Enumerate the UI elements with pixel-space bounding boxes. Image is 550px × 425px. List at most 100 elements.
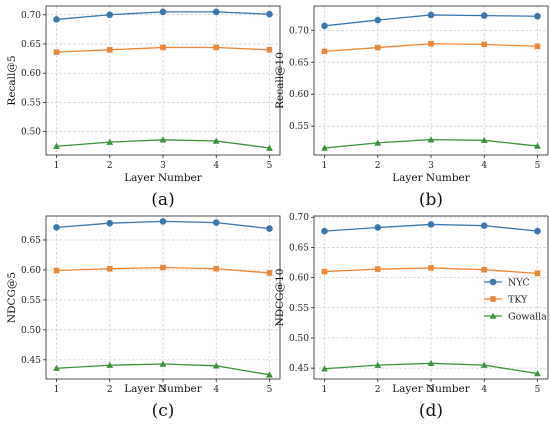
y-tick-label: 0.65: [21, 236, 41, 246]
data-point: [534, 12, 541, 20]
y-axis-label: Recall@10: [274, 52, 286, 109]
data-point: [53, 267, 60, 274]
panel-label: (a): [151, 190, 174, 210]
data-point: [266, 225, 273, 232]
panel-label: (b): [419, 190, 443, 210]
y-tick-label: 0.50: [289, 334, 309, 344]
data-point: [480, 222, 488, 229]
panel-a: 1 2 3 4 5 0.50 0.55 0.60 0.65 0.70 Layer Number Rec…: [6, 5, 281, 210]
data-point: [427, 359, 435, 367]
data-point: [428, 40, 434, 47]
series-tky: [53, 264, 273, 276]
series-gowalla: [53, 136, 273, 151]
panel-label: (c): [152, 401, 175, 421]
y-tick-label: 0.70: [289, 26, 309, 36]
x-tick-label: 5: [535, 161, 541, 171]
data-point: [53, 224, 60, 231]
data-point: [160, 44, 166, 51]
y-tick-label: 0.55: [21, 98, 41, 108]
data-point: [212, 8, 220, 16]
data-point: [106, 138, 114, 145]
data-point: [321, 144, 328, 151]
data-point: [427, 11, 435, 19]
data-point: [428, 265, 434, 271]
data-point: [374, 266, 381, 272]
data-point: [534, 370, 541, 377]
data-point: [53, 364, 60, 371]
x-tick-label: 1: [322, 161, 328, 171]
data-point: [374, 44, 381, 51]
y-tick-label: 0.60: [289, 90, 309, 100]
x-tick-label: 5: [267, 161, 273, 171]
legend-label: NYC: [508, 278, 530, 289]
data-point: [534, 142, 541, 149]
series-nyc: [53, 218, 273, 232]
x-tick-label: 1: [54, 385, 60, 395]
data-point: [213, 265, 220, 272]
series-tky: [53, 44, 273, 55]
data-point: [53, 142, 60, 149]
x-tick-label: 4: [481, 385, 487, 395]
y-tick-label: 0.50: [21, 326, 41, 336]
y-tick-label: 0.55: [289, 304, 309, 314]
x-tick-label: 2: [375, 161, 381, 171]
series-tky: [321, 40, 541, 55]
data-point: [53, 49, 60, 55]
series-nyc: [321, 11, 541, 30]
data-point: [266, 47, 273, 53]
series-gowalla: [53, 360, 273, 378]
y-tick-label: 0.60: [21, 266, 41, 276]
y-tick-label: 0.55: [21, 296, 41, 306]
panel-b: 1 2 3 4 5 0.55 0.60 0.65 0.70 Layer Number Recall@…: [274, 5, 549, 210]
legend: NYC TKY Gowalla: [484, 278, 547, 323]
x-axis-label: Layer Number: [392, 383, 471, 395]
data-point: [481, 266, 488, 273]
legend-marker: [489, 278, 497, 286]
data-point: [321, 227, 328, 235]
x-tick-label: 3: [160, 161, 166, 171]
legend-label: Gowalla: [508, 312, 547, 323]
data-point: [321, 48, 328, 55]
data-point: [159, 360, 167, 367]
data-point: [106, 11, 114, 19]
legend-marker: [489, 312, 497, 319]
data-point: [374, 361, 382, 368]
data-point: [266, 10, 273, 18]
x-tick-label: 3: [428, 161, 434, 171]
x-tick-label: 4: [213, 385, 219, 395]
x-tick-label: 2: [107, 161, 113, 171]
data-point: [266, 144, 273, 151]
x-tick-label: 1: [54, 161, 60, 171]
x-axis-label: Layer Number: [124, 172, 203, 184]
series-gowalla: [321, 359, 541, 377]
y-tick-label: 0.45: [289, 364, 309, 374]
data-point: [321, 22, 328, 30]
data-point: [534, 227, 541, 235]
data-point: [534, 270, 541, 277]
data-point: [212, 219, 220, 226]
y-axis-label: NDCG@10: [274, 269, 286, 327]
data-point: [159, 8, 167, 16]
data-point: [212, 362, 220, 369]
data-point: [321, 268, 328, 275]
y-tick-label: 0.65: [289, 58, 309, 68]
x-tick-label: 4: [481, 161, 487, 171]
data-point: [106, 219, 114, 227]
data-point: [266, 270, 273, 276]
data-point: [212, 137, 220, 144]
y-axis-label: NDCG@5: [6, 272, 18, 323]
x-axis-label: Layer Number: [392, 172, 471, 184]
series-nyc: [321, 221, 541, 235]
legend-marker: [490, 296, 496, 302]
y-tick-label: 0.65: [21, 40, 41, 50]
panel-label: (d): [419, 401, 443, 421]
data-point: [213, 44, 220, 51]
series-nyc: [53, 8, 273, 23]
series-tky: [321, 265, 541, 277]
x-tick-label: 2: [375, 385, 381, 395]
data-point: [53, 16, 60, 23]
data-point: [481, 41, 488, 48]
data-point: [427, 221, 435, 228]
data-point: [427, 136, 435, 143]
